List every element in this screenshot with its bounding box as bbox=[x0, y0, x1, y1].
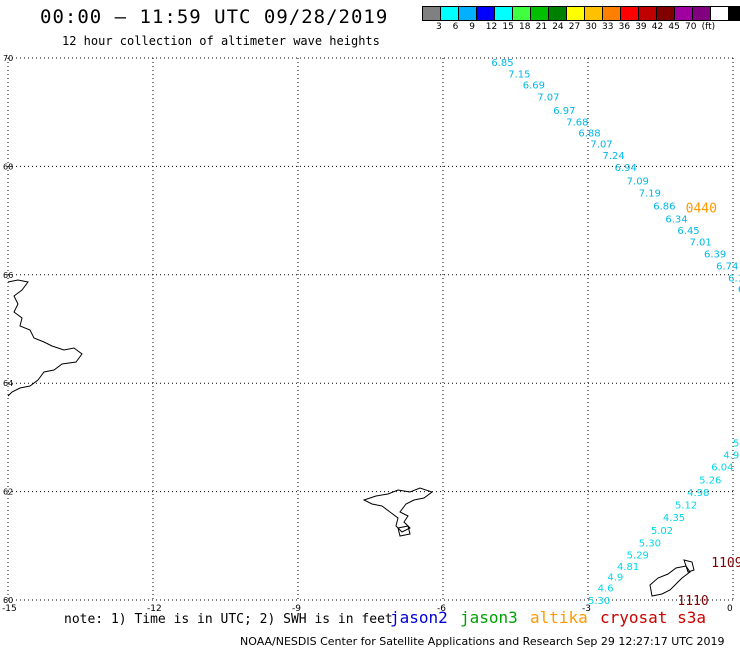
color-scale-legend bbox=[422, 6, 740, 21]
wave-height-value: 7.15 bbox=[508, 70, 530, 81]
wave-height-value: 7.19 bbox=[639, 188, 661, 199]
wave-height-value: 6.45 bbox=[677, 226, 699, 237]
wave-height-value: 7.01 bbox=[690, 238, 712, 249]
wave-height-value: 4.81 bbox=[617, 562, 639, 573]
wave-height-value: 4.35 bbox=[663, 513, 685, 524]
x-tick-label: -15 bbox=[2, 604, 17, 614]
wave-height-value: 5.12 bbox=[675, 501, 697, 512]
faroe-islet bbox=[397, 525, 411, 537]
wave-height-value: 6.69 bbox=[523, 81, 545, 92]
wave-height-value: 7.24 bbox=[603, 151, 625, 162]
color-scale-label: 24 bbox=[552, 22, 564, 32]
wave-height-value: 4.6 bbox=[598, 584, 614, 595]
wave-height-value: 7.68 bbox=[566, 117, 588, 128]
units-note: note: 1) Time is in UTC; 2) SWH is in fe… bbox=[64, 612, 393, 627]
satellite-legend-item: jason2 bbox=[390, 608, 448, 627]
wave-height-value: 6 bbox=[738, 284, 740, 295]
pass-labels: 0440 1109 1110 bbox=[677, 202, 740, 609]
color-scale-label: 45 bbox=[668, 22, 680, 32]
wave-height-value: 6.94 bbox=[615, 163, 637, 174]
pass-id-label: 1109 bbox=[711, 556, 740, 571]
iceland-coastline bbox=[7, 279, 83, 397]
y-tick-label: 68 bbox=[3, 162, 13, 171]
pass-id-label: 1110 bbox=[677, 594, 708, 609]
color-scale-label: 33 bbox=[602, 22, 614, 32]
color-scale-label: 70 bbox=[685, 22, 697, 32]
axis-tick-labels: -15 -12 -9 -6 -3 0 70 68 66 64 62 60 bbox=[2, 54, 733, 614]
wave-height-value: 6.74 bbox=[716, 262, 738, 273]
x-tick-label: -3 bbox=[582, 604, 591, 614]
wave-height-value: 6.1 bbox=[728, 274, 740, 285]
wave-height-value: 6.34 bbox=[665, 214, 687, 225]
wave-height-value: 5.02 bbox=[651, 526, 673, 537]
shetland-north-coastline bbox=[683, 559, 695, 573]
coastlines bbox=[7, 279, 695, 597]
satellite-legend-item: jason3 bbox=[460, 608, 518, 627]
wave-height-value: 4.90 bbox=[723, 451, 740, 462]
color-scale-label: 36 bbox=[618, 22, 631, 32]
satellite-legend-item: cryosat s3a bbox=[600, 608, 706, 627]
y-tick-label: 62 bbox=[3, 488, 13, 497]
y-tick-label: 66 bbox=[3, 271, 13, 280]
shetland-coastline bbox=[649, 565, 691, 597]
color-scale-label: (ft) bbox=[701, 22, 716, 32]
wave-height-labels: 6.857.156.697.076.977.686.887.077.246.94… bbox=[491, 58, 740, 607]
x-tick-label: -6 bbox=[437, 604, 446, 614]
color-scale-label: 9 bbox=[469, 22, 475, 32]
wave-height-value: 6.85 bbox=[491, 58, 513, 69]
wave-height-value: 5.29 bbox=[627, 550, 649, 561]
x-tick-label: -9 bbox=[292, 604, 301, 614]
x-tick-label: 0 bbox=[727, 604, 733, 614]
color-scale-label: 42 bbox=[651, 22, 664, 32]
wave-height-value: 5. bbox=[733, 438, 740, 449]
wave-height-value: 7.07 bbox=[590, 140, 612, 151]
color-scale-label: 15 bbox=[502, 22, 514, 32]
pass-id-label: 0440 bbox=[686, 202, 717, 217]
color-scale-label: 30 bbox=[585, 22, 597, 32]
wave-height-value: 4.98 bbox=[687, 488, 709, 499]
satellite-legend-item: altika bbox=[530, 608, 588, 627]
color-scale-labels: 3 6 9 12 15 18 21 24 27 30 33 36 39 42 45 70 (ft) bbox=[422, 22, 740, 34]
chart-title: 00:00 – 11:59 UTC 09/28/2019 bbox=[40, 6, 389, 28]
color-scale-label: 27 bbox=[568, 22, 581, 32]
color-scale-label: 39 bbox=[635, 22, 647, 32]
faroe-islands-coastline bbox=[362, 487, 434, 533]
y-tick-label: 64 bbox=[3, 379, 13, 388]
wave-height-value: 5.30 bbox=[588, 596, 610, 607]
color-scale-label: 18 bbox=[519, 22, 531, 32]
wave-height-value: 6.04 bbox=[711, 463, 733, 474]
wave-height-value: 6.97 bbox=[553, 106, 575, 117]
chart-subtitle: 12 hour collection of altimeter wave hei… bbox=[62, 34, 380, 48]
wave-height-value: 4.9 bbox=[607, 573, 623, 584]
grid-lines bbox=[7, 57, 734, 601]
y-tick-label: 60 bbox=[3, 596, 13, 605]
color-swatch bbox=[728, 6, 740, 21]
footer-credit: NOAA/NESDIS Center for Satellite Applica… bbox=[240, 635, 725, 648]
color-scale-label: 3 bbox=[436, 22, 442, 32]
wave-height-value: 5.30 bbox=[639, 539, 661, 550]
wave-height-value: 6.86 bbox=[653, 201, 675, 212]
wave-height-value: 6.39 bbox=[704, 250, 726, 261]
y-tick-label: 70 bbox=[3, 54, 13, 63]
wave-height-value: 5.26 bbox=[699, 476, 721, 487]
color-scale-label: 12 bbox=[485, 22, 498, 32]
wave-height-value: 7.09 bbox=[627, 176, 649, 187]
color-scale-label: 21 bbox=[535, 22, 548, 32]
wave-height-value: 6.88 bbox=[578, 128, 600, 139]
color-scale-label: 6 bbox=[452, 22, 459, 32]
x-tick-label: -12 bbox=[147, 604, 162, 614]
wave-height-value: 7.07 bbox=[537, 92, 559, 103]
